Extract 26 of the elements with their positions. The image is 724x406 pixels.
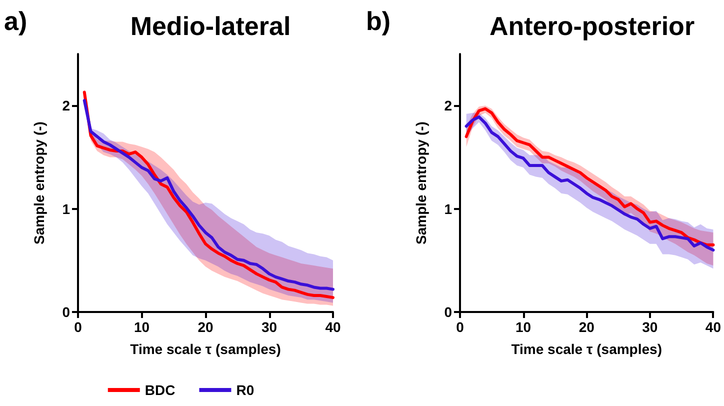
y-tick-label: 2 — [62, 98, 70, 114]
x-tick-label: 20 — [578, 319, 595, 335]
x-tick-label: 20 — [198, 319, 214, 335]
legend-label: R0 — [236, 382, 254, 398]
x-axis-title: Time scale τ (samples) — [511, 341, 662, 357]
y-axis-title: Sample entropy (-) — [413, 122, 429, 244]
x-axis-title: Time scale τ (samples) — [130, 341, 281, 357]
y-tick-label: 1 — [62, 200, 70, 217]
y-tick-label: 0 — [62, 304, 70, 320]
x-tick-label: 0 — [456, 319, 464, 335]
legend-label: BDC — [144, 382, 176, 398]
x-tick-label: 40 — [705, 319, 722, 335]
x-tick-label: 0 — [74, 319, 82, 335]
text: b) — [366, 6, 391, 36]
y-tick-label: 1 — [444, 200, 452, 217]
x-tick-label: 30 — [642, 319, 658, 335]
y-tick-label: 0 — [444, 304, 452, 320]
y-tick-label: 2 — [444, 98, 452, 114]
x-tick-label: 40 — [325, 319, 341, 335]
text: a) — [4, 6, 28, 36]
chart-title: Antero-posterior — [489, 11, 695, 41]
chart-title: Medio-lateral — [130, 11, 291, 41]
x-tick-label: 10 — [516, 319, 532, 335]
x-tick-label: 30 — [261, 319, 278, 335]
y-axis-title: Sample entropy (-) — [31, 122, 47, 244]
x-tick-label: 10 — [134, 319, 150, 335]
